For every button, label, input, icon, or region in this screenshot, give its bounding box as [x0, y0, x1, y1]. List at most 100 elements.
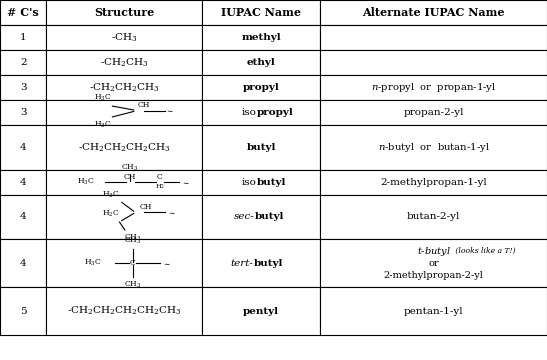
Bar — [0, 125, 46, 170]
Text: -CH$_3$: -CH$_3$ — [111, 31, 138, 44]
Text: 2-methylpropan-2-yl: 2-methylpropan-2-yl — [383, 271, 484, 280]
Bar — [0, 25, 46, 50]
Text: pentan-1-yl: pentan-1-yl — [404, 306, 463, 315]
Text: C: C — [157, 173, 163, 181]
Text: butyl: butyl — [247, 143, 276, 152]
Text: 1: 1 — [20, 33, 27, 42]
Bar — [320, 100, 547, 125]
Text: $n$-propyl  or  propan-1-yl: $n$-propyl or propan-1-yl — [371, 81, 496, 94]
Bar — [46, 0, 202, 25]
Text: H$_3$C: H$_3$C — [94, 93, 112, 103]
Text: $\sim$: $\sim$ — [165, 106, 174, 115]
Text: CH$_3$: CH$_3$ — [121, 162, 139, 173]
Text: H$_2$C: H$_2$C — [102, 209, 120, 219]
Text: H$_3$C: H$_3$C — [102, 190, 120, 200]
Text: 3: 3 — [20, 83, 27, 92]
Bar — [0, 0, 46, 25]
Text: CH: CH — [139, 203, 152, 211]
Text: # C's: # C's — [7, 7, 39, 18]
Bar — [46, 75, 202, 100]
Text: 2-methylpropan-1-yl: 2-methylpropan-1-yl — [380, 177, 487, 186]
Text: CH$_3$: CH$_3$ — [124, 280, 142, 290]
Bar — [320, 75, 547, 100]
Bar — [0, 75, 46, 100]
Bar — [0, 239, 46, 287]
Bar — [202, 125, 320, 170]
Bar — [202, 287, 320, 335]
Bar — [202, 0, 320, 25]
Text: -CH$_2$CH$_3$: -CH$_2$CH$_3$ — [100, 56, 149, 69]
Bar — [46, 50, 202, 75]
Text: Alternate IUPAC Name: Alternate IUPAC Name — [362, 7, 505, 18]
Text: 4: 4 — [20, 212, 27, 221]
Text: C: C — [130, 259, 136, 267]
Text: -CH$_2$CH$_2$CH$_2$CH$_3$: -CH$_2$CH$_2$CH$_2$CH$_3$ — [78, 141, 171, 153]
Text: 2: 2 — [20, 58, 27, 67]
Bar — [320, 170, 547, 194]
Text: butyl: butyl — [253, 258, 283, 267]
Bar — [320, 50, 547, 75]
Text: $\sim$: $\sim$ — [161, 258, 171, 267]
Text: iso: iso — [242, 108, 257, 117]
Text: propyl: propyl — [257, 108, 294, 117]
Bar — [202, 239, 320, 287]
Bar — [320, 287, 547, 335]
Text: Structure: Structure — [94, 7, 155, 18]
Text: CH$_3$: CH$_3$ — [124, 236, 142, 246]
Bar — [202, 75, 320, 100]
Bar — [46, 194, 202, 239]
Text: H$_3$C: H$_3$C — [77, 177, 94, 187]
Text: 4: 4 — [20, 143, 27, 152]
Text: 5: 5 — [20, 306, 27, 315]
Bar — [46, 100, 202, 125]
Bar — [0, 287, 46, 335]
Bar — [0, 50, 46, 75]
Text: H$_2$: H$_2$ — [155, 182, 165, 191]
Text: sec-: sec- — [234, 212, 254, 221]
Text: ethyl: ethyl — [247, 58, 276, 67]
Text: propan-2-yl: propan-2-yl — [403, 108, 464, 117]
Bar — [320, 239, 547, 287]
Text: CH: CH — [124, 173, 136, 181]
Text: CH: CH — [138, 101, 150, 109]
Bar — [202, 194, 320, 239]
Text: tert-: tert- — [231, 258, 253, 267]
Text: 3: 3 — [20, 108, 27, 117]
Bar — [46, 170, 202, 194]
Text: propyl: propyl — [243, 83, 280, 92]
Text: 4: 4 — [20, 177, 27, 186]
Bar — [0, 170, 46, 194]
Bar — [320, 194, 547, 239]
Text: -CH$_2$CH$_2$CH$_3$: -CH$_2$CH$_2$CH$_3$ — [89, 81, 160, 94]
Bar — [202, 50, 320, 75]
Text: butyl: butyl — [257, 177, 286, 186]
Bar — [46, 287, 202, 335]
Text: (looks like a T!): (looks like a T!) — [452, 247, 515, 255]
Text: $t$-butyl: $t$-butyl — [417, 244, 450, 257]
Text: $\sim$: $\sim$ — [167, 208, 176, 217]
Text: -CH$_2$CH$_2$CH$_2$CH$_2$CH$_3$: -CH$_2$CH$_2$CH$_2$CH$_2$CH$_3$ — [67, 305, 182, 317]
Bar — [46, 25, 202, 50]
Text: methyl: methyl — [241, 33, 281, 42]
Text: pentyl: pentyl — [243, 306, 279, 315]
Text: H$_3$C: H$_3$C — [94, 120, 112, 130]
Bar — [320, 0, 547, 25]
Bar — [320, 125, 547, 170]
Text: iso: iso — [242, 177, 257, 186]
Text: butyl: butyl — [254, 212, 284, 221]
Text: or: or — [428, 258, 439, 267]
Bar — [202, 170, 320, 194]
Bar — [0, 100, 46, 125]
Text: H$_3$C: H$_3$C — [84, 258, 101, 268]
Bar — [0, 194, 46, 239]
Text: $\sim$: $\sim$ — [181, 177, 190, 186]
Text: $n$-butyl  or  butan-1-yl: $n$-butyl or butan-1-yl — [377, 141, 490, 154]
Bar — [320, 25, 547, 50]
Text: butan-2-yl: butan-2-yl — [407, 212, 460, 221]
Text: 4: 4 — [20, 258, 27, 267]
Text: CH$_3$: CH$_3$ — [124, 233, 142, 243]
Bar — [46, 125, 202, 170]
Bar — [202, 25, 320, 50]
Bar — [46, 239, 202, 287]
Bar — [202, 100, 320, 125]
